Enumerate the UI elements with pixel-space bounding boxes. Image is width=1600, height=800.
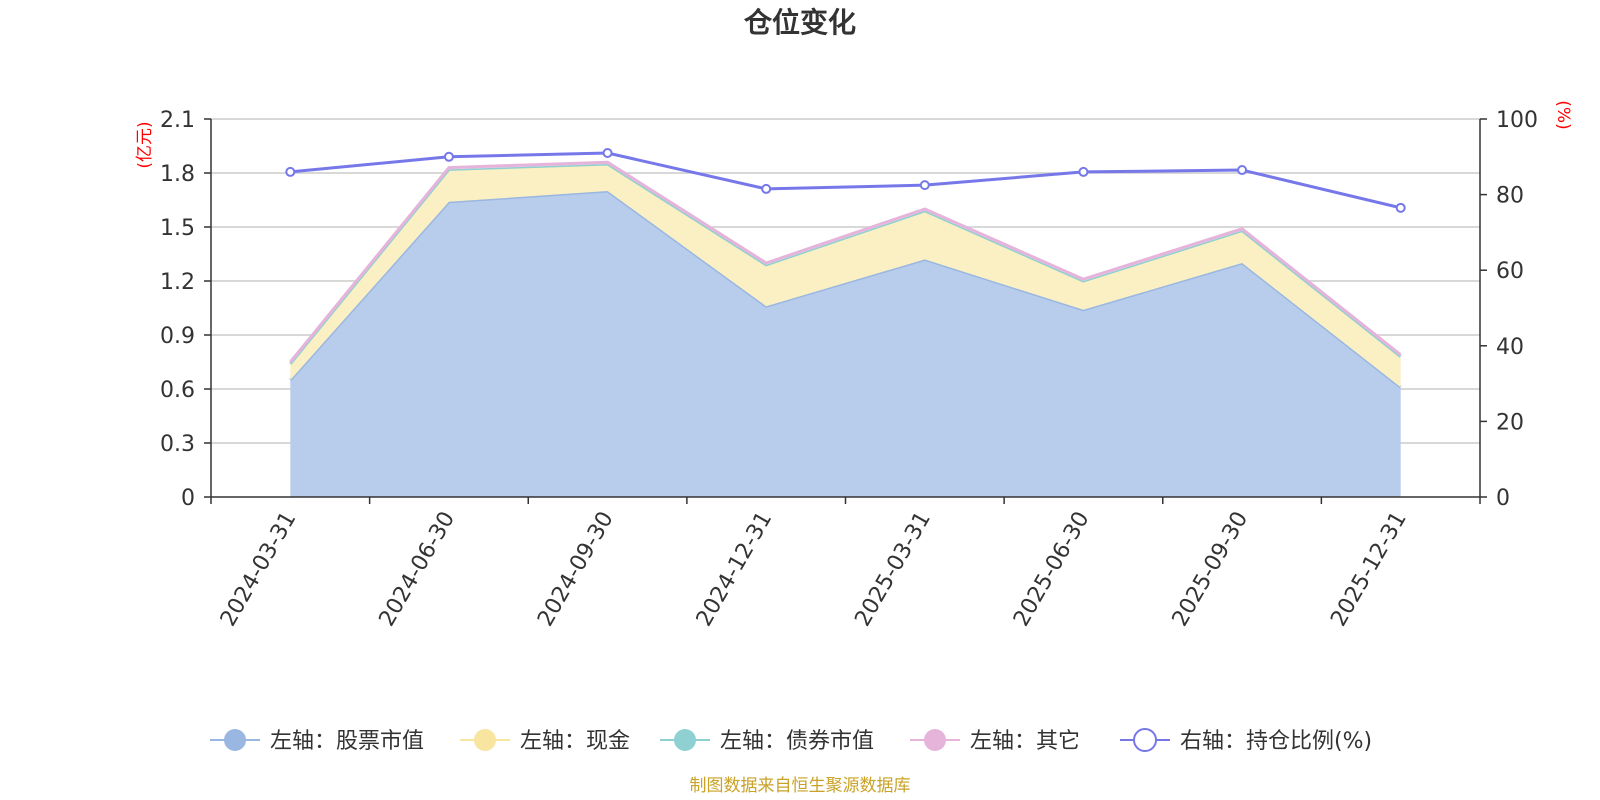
- left-tick-label: 1.5: [160, 216, 195, 241]
- left-axis-unit: (亿元): [135, 121, 155, 168]
- right-axis-unit: (%): [1553, 100, 1573, 129]
- left-tick-label: 0.6: [160, 378, 195, 403]
- left-tick-label: 0.3: [160, 432, 195, 457]
- ratio-point: [1395, 202, 1406, 213]
- source-note: 制图数据来自恒生聚源数据库: [690, 776, 911, 796]
- ratio-point: [761, 183, 772, 194]
- ratio-line: [290, 151, 1402, 210]
- ratio-point: [285, 166, 296, 177]
- area-line-4: [289, 160, 1402, 363]
- legend-marker-5: [1133, 728, 1157, 752]
- stacked-areas: [289, 160, 1402, 497]
- legend-label-4: 左轴：其它: [970, 729, 1080, 754]
- right-tick-label: 100: [1496, 108, 1538, 133]
- x-tick-label: 2025-03-31: [850, 508, 936, 631]
- legend-label-3: 左轴：债券市值: [720, 729, 874, 754]
- x-tick-label: 2024-03-31: [216, 508, 302, 631]
- ratio-point: [919, 180, 930, 191]
- legend-marker-3: [674, 729, 696, 751]
- ratio-point: [443, 151, 454, 162]
- right-tick-label: 40: [1496, 335, 1524, 360]
- x-tick-label: 2024-06-30: [375, 508, 461, 631]
- ratio-point: [1237, 165, 1248, 176]
- x-tick-label: 2025-12-31: [1326, 508, 1412, 631]
- x-tick-label: 2025-06-30: [1009, 508, 1095, 631]
- ratio-point: [602, 148, 613, 159]
- left-tick-label: 0: [181, 486, 195, 511]
- ratio-point: [1078, 166, 1089, 177]
- x-tick-label: 2024-12-31: [692, 508, 778, 631]
- right-tick-label: 0: [1496, 486, 1510, 511]
- left-tick-label: 1.8: [160, 162, 195, 187]
- left-tick-label: 0.9: [160, 324, 195, 349]
- legend-label-2: 左轴：现金: [520, 729, 630, 754]
- left-tick-label: 2.1: [160, 108, 195, 133]
- legend-label-1: 左轴：股票市值: [270, 729, 424, 754]
- area-2: [290, 164, 1401, 388]
- legend-marker-2: [474, 729, 496, 751]
- x-tick-label: 2024-09-30: [533, 508, 619, 631]
- left-tick-label: 1.2: [160, 270, 195, 295]
- legend: 左轴：股票市值 左轴：现金 左轴：债券市值 左轴：其它 右轴：持仓比例(%): [210, 728, 1372, 754]
- area-1: [290, 191, 1401, 497]
- right-tick-label: 80: [1496, 184, 1524, 209]
- right-tick-label: 60: [1496, 259, 1524, 284]
- x-tick-label: 2025-09-30: [1168, 508, 1254, 631]
- right-tick-label: 20: [1496, 410, 1524, 435]
- legend-label-5: 右轴：持仓比例(%): [1180, 729, 1372, 754]
- legend-marker-1: [224, 729, 246, 751]
- legend-marker-4: [924, 729, 946, 751]
- ratio-line-group: [285, 148, 1406, 213]
- chart-title: 仓位变化: [744, 6, 856, 39]
